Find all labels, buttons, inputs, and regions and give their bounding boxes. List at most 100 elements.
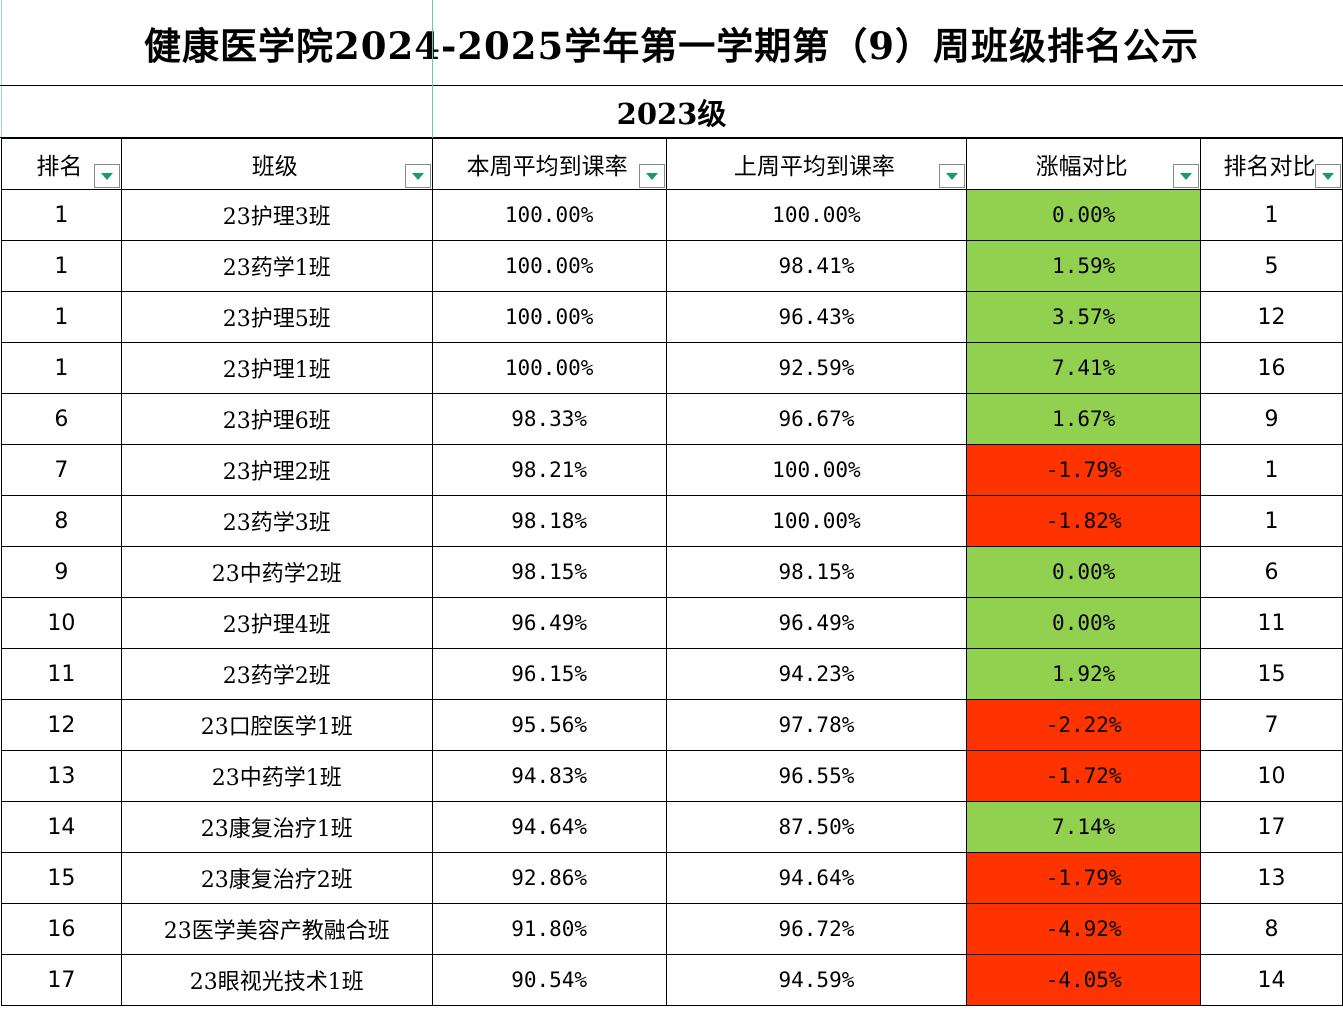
prev-rank-cell[interactable]: 11: [1200, 597, 1343, 649]
prev-rank-cell[interactable]: 13: [1200, 852, 1343, 904]
last-week-cell[interactable]: 100.00%: [665, 444, 968, 496]
class-cell[interactable]: 23康复治疗2班: [120, 852, 433, 904]
rank-cell[interactable]: 11: [1, 648, 122, 700]
last-week-cell[interactable]: 97.78%: [665, 699, 968, 751]
filter-dropdown-icon[interactable]: [1315, 164, 1341, 188]
class-cell[interactable]: 23药学2班: [120, 648, 433, 700]
rank-cell[interactable]: 1: [1, 291, 122, 343]
class-cell[interactable]: 23护理6班: [120, 393, 433, 445]
prev-rank-cell[interactable]: 1: [1200, 444, 1343, 496]
prev-rank-cell[interactable]: 15: [1200, 648, 1343, 700]
last-week-cell[interactable]: 94.23%: [665, 648, 968, 700]
this-week-cell[interactable]: 98.21%: [431, 444, 667, 496]
last-week-cell[interactable]: 96.49%: [665, 597, 968, 649]
last-week-cell[interactable]: 87.50%: [665, 801, 968, 853]
this-week-cell[interactable]: 98.33%: [431, 393, 667, 445]
this-week-cell[interactable]: 96.15%: [431, 648, 667, 700]
rank-cell[interactable]: 12: [1, 699, 122, 751]
change-cell[interactable]: 1.92%: [966, 648, 1202, 700]
change-cell[interactable]: 1.59%: [966, 240, 1202, 292]
this-week-cell[interactable]: 91.80%: [431, 903, 667, 955]
this-week-cell[interactable]: 100.00%: [431, 291, 667, 343]
last-week-cell[interactable]: 94.64%: [665, 852, 968, 904]
change-cell[interactable]: -1.72%: [966, 750, 1202, 802]
filter-dropdown-icon[interactable]: [638, 164, 665, 188]
prev-rank-cell[interactable]: 5: [1200, 240, 1343, 292]
prev-rank-cell[interactable]: 1: [1200, 495, 1343, 547]
prev-rank-cell[interactable]: 16: [1200, 342, 1343, 394]
rank-cell[interactable]: 15: [1, 852, 122, 904]
rank-cell[interactable]: 8: [1, 495, 122, 547]
this-week-cell[interactable]: 95.56%: [431, 699, 667, 751]
page-title[interactable]: 健康医学院2024-2025学年第一学期第（9）周班级排名公示: [0, 0, 1343, 86]
class-cell[interactable]: 23护理1班: [120, 342, 433, 394]
change-cell[interactable]: 0.00%: [966, 546, 1202, 598]
filter-dropdown-icon[interactable]: [939, 164, 966, 188]
class-cell[interactable]: 23护理3班: [120, 189, 433, 241]
rank-cell[interactable]: 6: [1, 393, 122, 445]
filter-dropdown-icon[interactable]: [93, 164, 120, 188]
class-cell[interactable]: 23护理5班: [120, 291, 433, 343]
class-cell[interactable]: 23口腔医学1班: [120, 699, 433, 751]
class-cell[interactable]: 23康复治疗1班: [120, 801, 433, 853]
filter-dropdown-icon[interactable]: [404, 164, 431, 188]
change-cell[interactable]: 0.00%: [966, 597, 1202, 649]
change-cell[interactable]: 0.00%: [966, 189, 1202, 241]
change-cell[interactable]: -1.82%: [966, 495, 1202, 547]
rank-cell[interactable]: 1: [1, 342, 122, 394]
change-cell[interactable]: -1.79%: [966, 444, 1202, 496]
last-week-cell[interactable]: 98.41%: [665, 240, 968, 292]
this-week-cell[interactable]: 98.18%: [431, 495, 667, 547]
change-cell[interactable]: -2.22%: [966, 699, 1202, 751]
rank-cell[interactable]: 9: [1, 546, 122, 598]
last-week-cell[interactable]: 94.59%: [665, 954, 968, 1006]
change-cell[interactable]: 3.57%: [966, 291, 1202, 343]
last-week-cell[interactable]: 98.15%: [665, 546, 968, 598]
class-cell[interactable]: 23眼视光技术1班: [120, 954, 433, 1006]
this-week-cell[interactable]: 92.86%: [431, 852, 667, 904]
last-week-cell[interactable]: 100.00%: [665, 495, 968, 547]
filter-dropdown-icon[interactable]: [1173, 164, 1200, 188]
rank-cell[interactable]: 7: [1, 444, 122, 496]
header-this-week[interactable]: 本周平均到课率: [431, 138, 667, 190]
prev-rank-cell[interactable]: 14: [1200, 954, 1343, 1006]
prev-rank-cell[interactable]: 6: [1200, 546, 1343, 598]
prev-rank-cell[interactable]: 1: [1200, 189, 1343, 241]
change-cell[interactable]: 7.14%: [966, 801, 1202, 853]
class-cell[interactable]: 23药学1班: [120, 240, 433, 292]
this-week-cell[interactable]: 100.00%: [431, 189, 667, 241]
last-week-cell[interactable]: 96.43%: [665, 291, 968, 343]
rank-cell[interactable]: 16: [1, 903, 122, 955]
last-week-cell[interactable]: 96.67%: [665, 393, 968, 445]
this-week-cell[interactable]: 98.15%: [431, 546, 667, 598]
last-week-cell[interactable]: 92.59%: [665, 342, 968, 394]
header-rank[interactable]: 排名: [1, 138, 122, 190]
class-cell[interactable]: 23护理4班: [120, 597, 433, 649]
rank-cell[interactable]: 17: [1, 954, 122, 1006]
prev-rank-cell[interactable]: 9: [1200, 393, 1343, 445]
class-cell[interactable]: 23护理2班: [120, 444, 433, 496]
last-week-cell[interactable]: 96.55%: [665, 750, 968, 802]
class-cell[interactable]: 23中药学1班: [120, 750, 433, 802]
change-cell[interactable]: -4.92%: [966, 903, 1202, 955]
rank-cell[interactable]: 1: [1, 240, 122, 292]
prev-rank-cell[interactable]: 12: [1200, 291, 1343, 343]
class-cell[interactable]: 23医学美容产教融合班: [120, 903, 433, 955]
prev-rank-cell[interactable]: 10: [1200, 750, 1343, 802]
this-week-cell[interactable]: 96.49%: [431, 597, 667, 649]
this-week-cell[interactable]: 94.64%: [431, 801, 667, 853]
header-change[interactable]: 涨幅对比: [966, 138, 1202, 190]
last-week-cell[interactable]: 96.72%: [665, 903, 968, 955]
header-last-week[interactable]: 上周平均到课率: [665, 138, 968, 190]
prev-rank-cell[interactable]: 8: [1200, 903, 1343, 955]
this-week-cell[interactable]: 94.83%: [431, 750, 667, 802]
last-week-cell[interactable]: 100.00%: [665, 189, 968, 241]
rank-cell[interactable]: 14: [1, 801, 122, 853]
header-class[interactable]: 班级: [120, 138, 433, 190]
prev-rank-cell[interactable]: 7: [1200, 699, 1343, 751]
rank-cell[interactable]: 10: [1, 597, 122, 649]
this-week-cell[interactable]: 100.00%: [431, 240, 667, 292]
header-prev-rank[interactable]: 排名对比: [1200, 138, 1343, 190]
change-cell[interactable]: 7.41%: [966, 342, 1202, 394]
change-cell[interactable]: 1.67%: [966, 393, 1202, 445]
